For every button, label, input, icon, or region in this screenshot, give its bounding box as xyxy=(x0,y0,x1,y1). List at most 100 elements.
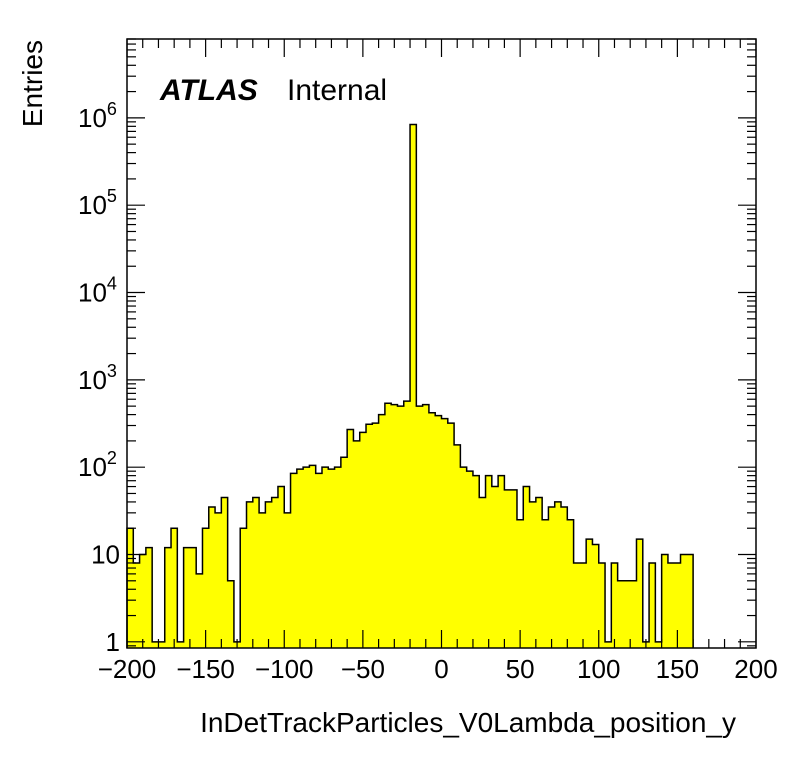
x-tick-label: −150 xyxy=(176,654,235,684)
histogram-bar xyxy=(277,486,285,648)
x-tick-label: −50 xyxy=(341,654,385,684)
histogram-bar xyxy=(636,539,644,648)
histogram-bar xyxy=(573,562,581,648)
histogram-step-outline xyxy=(126,123,694,648)
histogram-bar xyxy=(259,512,266,648)
histogram-bar xyxy=(183,547,191,648)
x-tick-label: −100 xyxy=(255,654,314,684)
histogram-bar xyxy=(271,497,279,648)
histogram-bar xyxy=(127,528,134,648)
histogram-bar xyxy=(265,501,273,648)
histogram-bar xyxy=(315,473,323,648)
y-tick-label: 106 xyxy=(78,99,117,133)
histogram-bar xyxy=(623,580,631,648)
histogram-bar xyxy=(321,467,329,648)
histogram-bar xyxy=(403,401,411,648)
histogram-bar xyxy=(303,467,311,648)
histogram-bar xyxy=(460,467,468,648)
histogram-bar xyxy=(384,403,392,648)
histogram-bar xyxy=(548,506,556,648)
histogram-bar xyxy=(208,506,216,648)
x-tick-label: 0 xyxy=(434,654,448,684)
histogram-bar xyxy=(567,519,575,648)
histogram-bar xyxy=(240,528,248,648)
histogram-bar xyxy=(347,429,355,648)
histogram-bar xyxy=(535,497,543,648)
histogram-bar xyxy=(145,547,153,648)
histogram-bar xyxy=(410,124,417,649)
histogram-bar xyxy=(378,414,386,648)
histogram-bar xyxy=(202,528,210,648)
histogram-bar xyxy=(221,497,229,648)
histogram-bar xyxy=(428,412,436,648)
histogram-bar xyxy=(498,475,505,648)
y-tick-label: 103 xyxy=(78,361,117,395)
histogram-bar xyxy=(196,573,204,648)
histogram-bar xyxy=(655,641,663,648)
histogram-bar xyxy=(510,489,518,648)
y-tick-label: 102 xyxy=(78,448,117,482)
histogram-bar xyxy=(491,486,499,648)
x-tick-label: 100 xyxy=(577,654,620,684)
histogram-bar xyxy=(296,469,304,648)
histogram-bar xyxy=(542,519,550,648)
atlas-label: ATLAS Internal xyxy=(159,74,387,107)
histogram-bar xyxy=(290,473,298,648)
histogram-bar xyxy=(586,539,594,648)
histogram-bar xyxy=(164,547,172,648)
histogram-bar xyxy=(592,544,600,648)
histogram-bar xyxy=(554,501,562,648)
histogram-bar xyxy=(479,497,487,648)
histogram-bar xyxy=(617,580,625,648)
histogram-bar xyxy=(674,562,682,648)
x-axis-title: InDetTrackParticles_V0Lambda_position_y xyxy=(200,707,736,738)
histogram-bar xyxy=(353,440,361,648)
x-tick-labels: −200 −150 −100 −50 0 50 100 150 200 xyxy=(98,654,778,684)
histogram-bar xyxy=(529,501,537,648)
histogram-bar xyxy=(523,486,531,648)
histogram-bar xyxy=(152,641,160,648)
y-tick-label: 105 xyxy=(78,186,117,220)
y-tick-label: 10 xyxy=(91,540,120,570)
histogram-bar xyxy=(416,406,424,648)
histogram-bar xyxy=(215,512,222,648)
y-axis-title: Entries xyxy=(17,40,48,127)
x-tick-label: 50 xyxy=(506,654,535,684)
histogram-bar xyxy=(680,554,688,648)
x-tick-label: 200 xyxy=(734,654,777,684)
histogram-bar xyxy=(366,424,373,648)
histogram-bar xyxy=(328,469,336,648)
histogram-bar xyxy=(422,404,430,648)
histogram-bar xyxy=(649,562,656,648)
histogram-bar xyxy=(309,465,317,648)
atlas-label-status: Internal xyxy=(287,74,387,107)
histogram-bar xyxy=(189,547,197,648)
y-tick-labels: 1 10 102 103 104 105 106 xyxy=(78,99,120,657)
histogram-bar xyxy=(472,475,480,648)
y-tick-label: 1 xyxy=(106,627,120,657)
histogram-bar xyxy=(171,528,178,648)
axis-ticks xyxy=(126,38,757,648)
histogram-bar xyxy=(177,641,185,648)
histogram-bar xyxy=(686,554,694,648)
histogram-bar xyxy=(391,404,399,648)
histogram-bar xyxy=(133,562,141,648)
histogram-bars xyxy=(127,124,694,649)
histogram-bar xyxy=(579,562,587,648)
histogram-bar xyxy=(441,418,449,648)
histogram-bar xyxy=(359,432,367,648)
histogram-bar xyxy=(516,519,524,648)
histogram-bar xyxy=(334,467,342,648)
x-tick-label: 150 xyxy=(656,654,699,684)
histogram-bar xyxy=(598,562,606,648)
histogram-bar xyxy=(340,457,348,648)
histogram-bar xyxy=(227,580,235,648)
histogram-bar xyxy=(661,554,669,648)
histogram-bar xyxy=(454,444,461,648)
histogram-bar xyxy=(605,641,612,648)
histogram-bar xyxy=(246,501,254,648)
histogram-bar xyxy=(630,580,638,648)
histogram-bar xyxy=(158,641,166,648)
histogram-bar xyxy=(372,423,380,648)
